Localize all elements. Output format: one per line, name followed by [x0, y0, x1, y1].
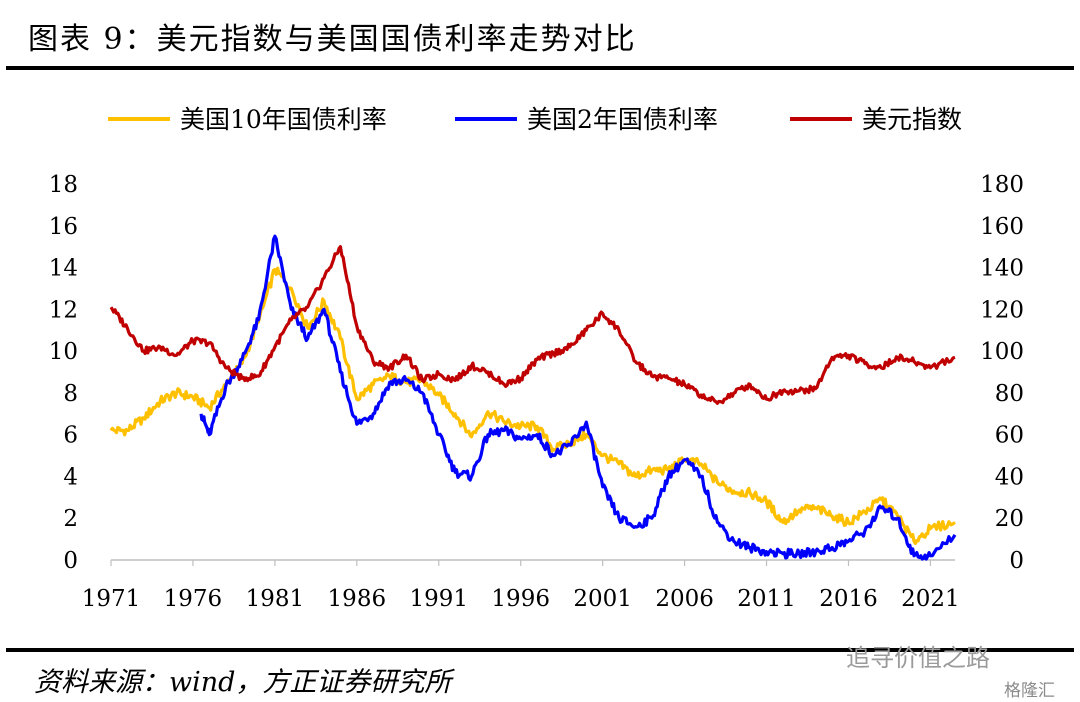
page-title: 图表 9：美元指数与美国国债利率走势对比 [28, 22, 637, 57]
x-tick-label: 2016 [819, 586, 878, 612]
y-left-tick-label: 18 [49, 172, 78, 198]
legend-label-2: 美元指数 [862, 105, 962, 134]
series-line-0 [109, 266, 956, 545]
x-tick-label: 1981 [246, 586, 305, 612]
y-right-tick-label: 180 [980, 172, 1024, 198]
title-rule [6, 66, 1074, 70]
x-tick-label: 2001 [573, 586, 632, 612]
x-tick-label: 2011 [737, 586, 796, 612]
x-tick-label: 1996 [491, 586, 550, 612]
series-line-2 [109, 245, 956, 405]
x-tick-label: 1971 [82, 586, 141, 612]
y-right-tick-label: 160 [980, 214, 1024, 240]
y-right-tick-label: 0 [1009, 548, 1024, 574]
x-tick-label: 2006 [655, 586, 714, 612]
y-right-tick-label: 20 [995, 506, 1024, 532]
y-left-tick-label: 2 [63, 506, 78, 532]
y-right-tick-label: 40 [995, 464, 1024, 490]
series-lines [109, 234, 957, 561]
y-right-tick-label: 60 [995, 423, 1024, 449]
y-left-tick-label: 8 [63, 381, 78, 407]
watermark-brand: 格隆汇 [1004, 681, 1055, 701]
source-note: 资料来源：wind，方正证券研究所 [34, 667, 452, 698]
footer-rule [6, 648, 1074, 652]
y-left-tick-label: 10 [49, 339, 78, 365]
y-left-tick-label: 12 [49, 297, 78, 323]
x-tick-label: 1976 [164, 586, 223, 612]
series-line-1 [199, 234, 957, 561]
watermark: 追寻价值之路 [846, 644, 990, 672]
y-left-tick-label: 0 [63, 548, 78, 574]
y-right-tick-label: 80 [995, 381, 1024, 407]
y-left-tick-label: 16 [49, 214, 78, 240]
legend: 美国10年国债利率 美国2年国债利率 美元指数 [108, 105, 962, 134]
legend-label-1: 美国2年国债利率 [527, 105, 718, 134]
y-right-tick-label: 100 [980, 339, 1024, 365]
x-tick-label: 1986 [328, 586, 387, 612]
axes: 1971 1976 1981 1986 1991 1996 2001 2006 2011 2016… [49, 172, 1024, 612]
y-left-tick-label: 6 [63, 423, 78, 449]
y-right-tick-label: 140 [980, 256, 1024, 282]
legend-label-0: 美国10年国债利率 [180, 105, 387, 134]
y-left-tick-label: 14 [49, 256, 78, 282]
y-left-tick-label: 4 [63, 464, 78, 490]
y-right-tick-label: 120 [980, 297, 1024, 323]
x-tick-label: 2021 [901, 586, 960, 612]
x-tick-label: 1991 [409, 586, 468, 612]
